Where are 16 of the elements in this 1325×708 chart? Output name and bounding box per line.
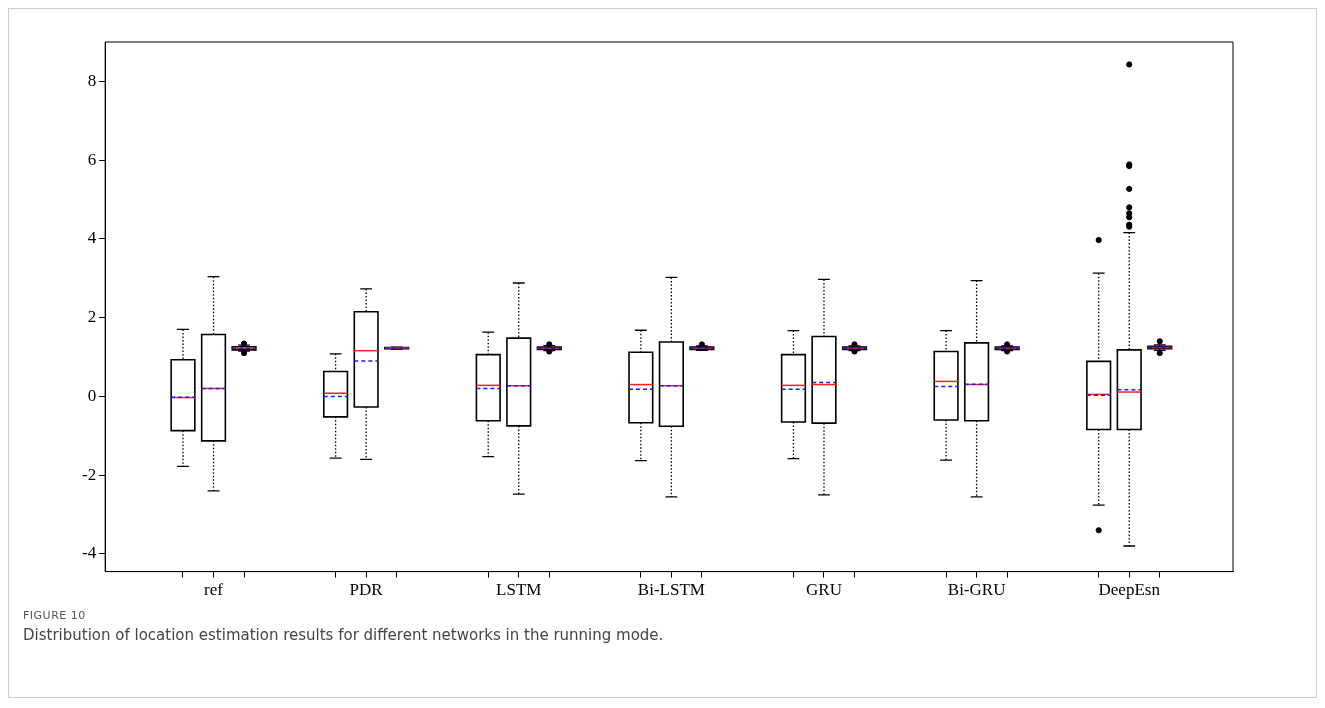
y-tick-label: -2 (81, 464, 97, 484)
x-tick-label: LSTM (496, 580, 542, 600)
x-tick-label: ref (204, 580, 224, 600)
y-tick-label: 4 (87, 228, 97, 248)
x-tick-label: DeepEsn (1098, 580, 1161, 600)
caption: FIGURE 10 (23, 609, 86, 622)
x-tick-label: PDR (349, 580, 384, 600)
x-tick-label: Bi-GRU (947, 580, 1006, 600)
y-tick-label: 0 (87, 385, 97, 405)
y-tick-label: -4 (81, 543, 97, 563)
y-tick-label: 2 (87, 307, 97, 327)
x-tick-label: Bi-LSTM (637, 580, 705, 600)
y-tick-label: 8 (87, 70, 97, 90)
text: Distribution of location estimation results for different networks in the running mode. (23, 626, 664, 644)
x-tick-label: GRU (806, 580, 842, 600)
y-tick-label: 6 (87, 149, 97, 169)
